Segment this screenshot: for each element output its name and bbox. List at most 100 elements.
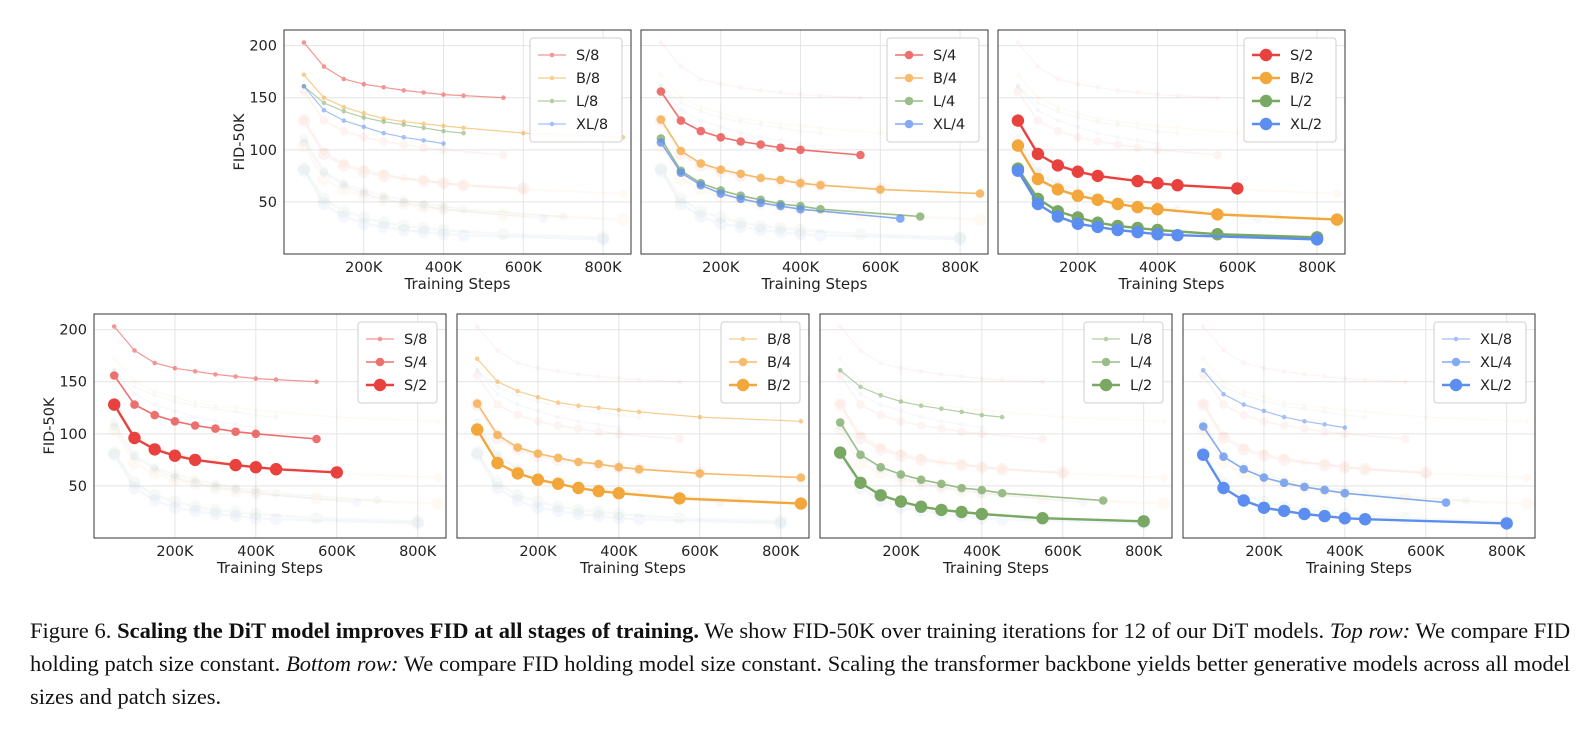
- data-point: [401, 122, 407, 128]
- data-point: [1071, 189, 1085, 202]
- data-point: [612, 487, 625, 500]
- series-line: [1202, 369, 1366, 418]
- data-point: [209, 481, 222, 495]
- data-point: [1015, 84, 1021, 89]
- data-point: [774, 221, 787, 235]
- data-point: [1075, 111, 1081, 116]
- chart-panel-1: 200K 400K 600K 800K Training Steps 50 100 150 20…: [232, 29, 632, 293]
- data-point: [918, 403, 924, 409]
- data-point: [1161, 419, 1167, 424]
- legend-box: [1243, 37, 1337, 143]
- data-point: [718, 81, 724, 87]
- data-point: [253, 425, 259, 430]
- data-point: [1520, 497, 1534, 510]
- data-point: [694, 210, 707, 223]
- data-point: [1342, 412, 1348, 418]
- y-tick-label: 100: [249, 143, 277, 159]
- legend: XL/8 XL/4 XL/2: [1433, 321, 1527, 404]
- data-point: [209, 503, 222, 517]
- data-point: [1300, 482, 1309, 492]
- data-point: [738, 130, 743, 136]
- data-point: [501, 95, 506, 100]
- legend: L/8 L/4 L/2: [1083, 321, 1164, 404]
- chart-panel-5: 200K 400K 600K 800K Training Steps B/8 B/4 B/2: [456, 313, 810, 577]
- series-line: [476, 369, 640, 418]
- x-tick-label: 200K: [345, 260, 383, 276]
- data-point: [310, 512, 323, 525]
- data-point: [319, 116, 329, 125]
- data-point: [132, 391, 137, 397]
- legend-dot: [1453, 336, 1459, 342]
- data-point: [1155, 128, 1160, 134]
- data-point: [321, 100, 327, 106]
- data-point: [132, 384, 137, 390]
- data-point: [1157, 497, 1171, 510]
- data-point: [297, 164, 311, 177]
- data-point: [1197, 448, 1210, 461]
- data-point: [856, 430, 865, 440]
- legend-marker: [1442, 357, 1470, 367]
- series-line: [303, 137, 564, 218]
- data-point: [898, 365, 904, 371]
- legend-dot: [373, 378, 387, 392]
- data-point: [736, 137, 745, 146]
- data-point: [596, 233, 610, 246]
- series-xl-4: [656, 138, 905, 223]
- series-xl-2: [471, 448, 787, 530]
- data-point: [421, 90, 426, 95]
- series-xl-2: [1011, 164, 1324, 246]
- data-point: [596, 422, 601, 427]
- data-point: [1071, 217, 1085, 230]
- data-point: [439, 145, 448, 155]
- legend-label: B/4: [933, 71, 957, 87]
- data-point: [213, 372, 218, 377]
- data-point: [170, 473, 180, 482]
- legend-label: L/8: [1130, 332, 1152, 348]
- data-point: [337, 210, 350, 223]
- data-point: [636, 414, 642, 420]
- series-line: [660, 85, 821, 134]
- data-point: [188, 504, 202, 518]
- data-point: [491, 476, 504, 489]
- legend-label: S/8: [404, 332, 427, 348]
- data-point: [1219, 400, 1228, 409]
- data-point: [321, 107, 327, 113]
- series-line: [302, 170, 604, 241]
- legend-marker: [895, 73, 923, 83]
- data-point: [497, 208, 510, 221]
- data-point: [1221, 379, 1226, 385]
- data-point: [457, 179, 470, 192]
- plot-frame: [819, 313, 1173, 539]
- data-point: [421, 125, 426, 131]
- legend: S/8 B/8 L/8 XL/8: [529, 37, 623, 143]
- legend-marker: [366, 336, 394, 342]
- data-point: [359, 165, 369, 174]
- data-point: [269, 463, 283, 476]
- data-point: [339, 159, 349, 168]
- data-point: [955, 458, 968, 472]
- data-point: [818, 130, 823, 136]
- series-line: [1202, 375, 1406, 440]
- series-line: [1017, 137, 1278, 218]
- data-point: [1302, 406, 1307, 412]
- data-point: [553, 453, 563, 463]
- legend-marker: [1092, 357, 1120, 367]
- legend-label: L/2: [1290, 94, 1312, 110]
- data-point: [341, 76, 347, 82]
- series-line: [1202, 326, 1406, 383]
- data-point: [233, 374, 238, 379]
- data-point: [1073, 133, 1083, 142]
- data-point: [1318, 458, 1331, 472]
- data-point: [515, 360, 520, 366]
- x-tick-label: 800K: [399, 544, 437, 560]
- data-point: [616, 376, 622, 381]
- data-point: [977, 429, 987, 439]
- data-point: [658, 40, 664, 45]
- series-s-8: [1200, 324, 1408, 385]
- series-line: [476, 454, 781, 525]
- data-point: [229, 509, 242, 523]
- data-point: [576, 372, 581, 377]
- data-point: [397, 219, 410, 233]
- legend-dot: [549, 98, 555, 104]
- data-point: [148, 494, 161, 507]
